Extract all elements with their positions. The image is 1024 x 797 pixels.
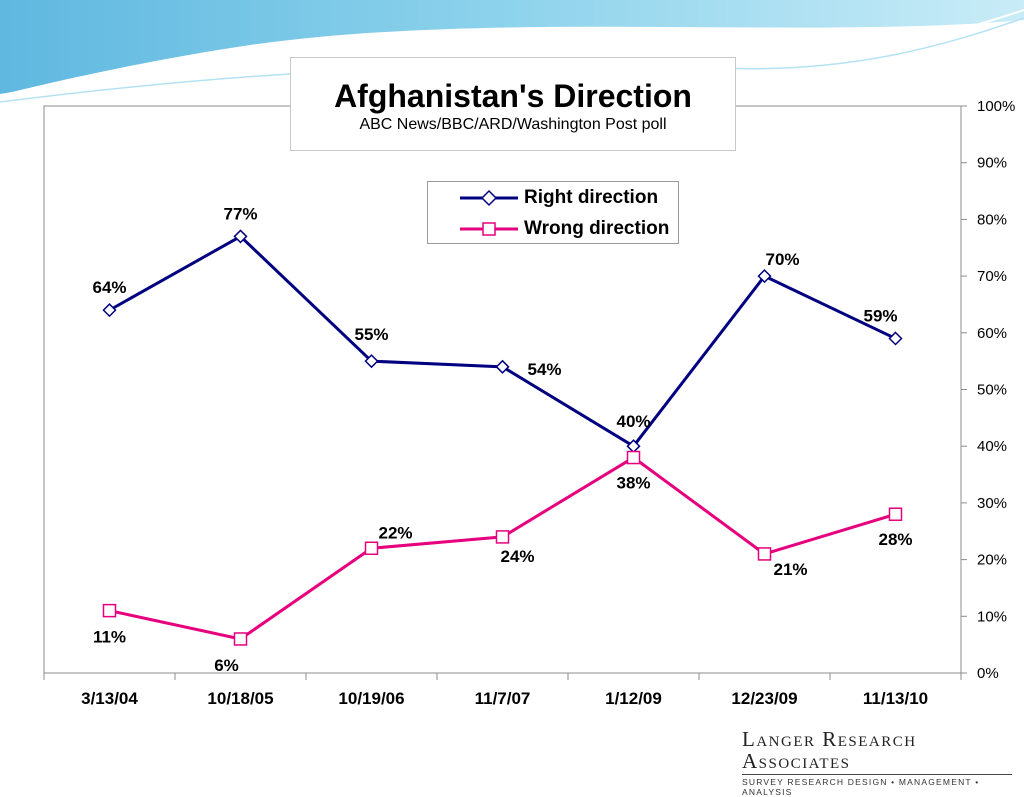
data-label: 24% <box>500 547 534 566</box>
x-tick-label: 3/13/04 <box>81 689 138 708</box>
y-tick-label: 90% <box>977 155 1007 172</box>
y-tick-label: 40% <box>977 438 1007 455</box>
data-point-wrong-direction <box>495 530 510 544</box>
data-point-wrong-direction <box>364 541 379 556</box>
legend-swatch-wrong-direction <box>460 222 518 236</box>
data-label: 22% <box>378 523 412 542</box>
data-label: 28% <box>878 530 912 549</box>
x-axis: 3/13/04 10/18/05 10/19/06 11/7/07 1/12/09 12/… <box>43 673 962 708</box>
data-point-right-direction <box>757 269 772 284</box>
y-tick-label: 70% <box>977 268 1007 285</box>
data-label: 59% <box>863 306 897 325</box>
data-point-right-direction <box>102 303 117 318</box>
data-labels-layer: 64% 77% 55% 54% 40% 70% 59% 11% 6% 22% 24% 38% 21% 28… <box>92 204 912 675</box>
data-point-right-direction <box>888 331 903 346</box>
diamond-marker-icon <box>480 189 498 207</box>
data-point-right-direction <box>364 354 379 369</box>
x-tick-label: 11/13/10 <box>863 689 928 708</box>
data-point-wrong-direction <box>102 603 117 618</box>
y-tick-label: 20% <box>977 552 1007 569</box>
chart-subtitle: ABC News/BBC/ARD/Washington Post poll <box>359 116 667 133</box>
company-logo: Langer Research Associates SURVEY RESEAR… <box>742 728 1018 797</box>
data-point-wrong-direction <box>626 450 641 465</box>
data-point-right-direction <box>495 359 510 374</box>
data-point-wrong-direction <box>233 632 248 646</box>
data-label: 54% <box>527 360 561 379</box>
data-label: 21% <box>773 560 807 579</box>
chart-title-box: Afghanistan's Direction ABC News/BBC/ARD… <box>290 57 736 151</box>
y-tick-label: 80% <box>977 211 1007 228</box>
data-label: 40% <box>616 412 650 431</box>
data-label: 11% <box>93 628 126 647</box>
series-layer <box>102 229 903 646</box>
y-tick-label: 60% <box>977 325 1007 342</box>
y-tick-label: 30% <box>977 495 1007 512</box>
square-marker-icon <box>482 222 496 236</box>
y-tick-label: 0% <box>977 665 999 682</box>
legend-swatch-right-direction <box>460 189 518 207</box>
data-point-wrong-direction <box>888 507 903 521</box>
data-label: 77% <box>223 204 257 223</box>
data-label: 64% <box>92 278 126 297</box>
x-tick-label: 11/7/07 <box>475 689 531 708</box>
legend-label-right-direction: Right direction <box>524 187 659 208</box>
x-tick-label: 1/12/09 <box>605 689 662 708</box>
legend-label-wrong-direction: Wrong direction <box>524 218 670 239</box>
chart-title: Afghanistan's Direction <box>334 78 692 114</box>
data-label: 70% <box>765 250 799 269</box>
data-point-right-direction <box>233 229 248 244</box>
data-label: 38% <box>616 474 650 493</box>
data-label: 55% <box>354 325 388 344</box>
data-label: 6% <box>214 656 239 675</box>
y-tick-label: 50% <box>977 382 1007 399</box>
y-tick-label: 100% <box>977 98 1015 115</box>
logo-text: Langer Research Associates <box>742 727 917 773</box>
logo-tagline: SURVEY RESEARCH DESIGN • MANAGEMENT • AN… <box>742 774 1012 797</box>
y-axis: 0% 10% 20% 30% 40% 50% 60% 70% 80% 90% 100% <box>961 98 1015 682</box>
x-tick-label: 12/23/09 <box>731 689 797 708</box>
chart-legend: Right direction Wrong direction <box>427 181 679 244</box>
x-tick-label: 10/19/06 <box>338 689 404 708</box>
x-tick-label: 10/18/05 <box>207 689 273 708</box>
y-tick-label: 10% <box>977 608 1007 625</box>
data-point-wrong-direction <box>757 547 772 561</box>
